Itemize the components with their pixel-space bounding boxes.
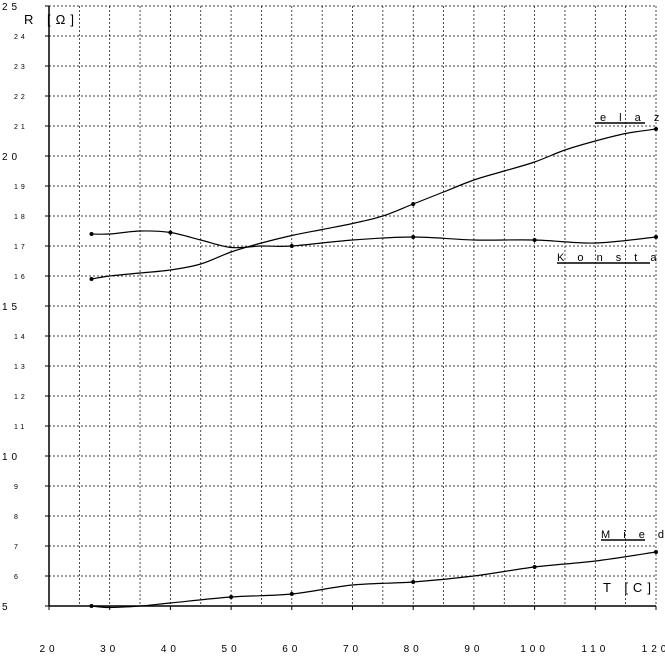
x-tick-label: 100 — [520, 644, 549, 655]
data-point-mied- — [532, 565, 537, 569]
y-tick-label: 19 — [14, 184, 28, 191]
y-tick-label: 15 — [2, 302, 21, 313]
x-axis-label: T [C] — [603, 580, 656, 595]
series-markers — [89, 127, 658, 608]
data-point-konstantan — [532, 238, 537, 242]
grid — [49, 6, 656, 606]
data-point-elazo — [654, 127, 658, 131]
series-line-mied- — [91, 551, 657, 609]
series-label-konstantan: K o n s t a n t a n — [557, 252, 665, 264]
y-tick-label: 20 — [2, 152, 21, 163]
axes — [45, 5, 657, 610]
series-line-elazo — [91, 128, 657, 280]
x-tick-label: 90 — [464, 644, 483, 655]
x-tick-label: 20 — [39, 644, 58, 655]
x-tick-label: 80 — [404, 644, 423, 655]
y-tick-label: 8 — [14, 514, 21, 521]
y-tick-label: 11 — [14, 424, 27, 431]
y-tick-label: 5 — [2, 602, 12, 613]
data-point-mied- — [411, 580, 416, 584]
y-tick-label: 25 — [2, 2, 21, 13]
y-tick-label: 18 — [14, 214, 28, 221]
series-line-konstantan — [91, 230, 657, 249]
y-tick-label: 12 — [14, 394, 28, 401]
series-label-miedz: M i e d — [601, 529, 665, 541]
data-point-mied- — [654, 550, 658, 554]
data-point-elazo — [411, 202, 416, 206]
series-label-elazo: e l a z o — [600, 112, 665, 124]
y-axis-label: R [Ω] — [24, 12, 79, 27]
data-point-elazo — [89, 277, 94, 281]
y-tick-label: 16 — [14, 274, 28, 281]
y-tick-label: 7 — [14, 544, 21, 551]
x-tick-label: 50 — [222, 644, 241, 655]
y-tick-label: 9 — [14, 484, 21, 491]
x-tick-label: 120 — [642, 644, 665, 655]
x-tick-label: 60 — [282, 644, 301, 655]
chart-labels: R [Ω] T [C] e l a z o K o n s t a n t a … — [24, 12, 665, 595]
y-tick-label: 22 — [14, 94, 28, 101]
y-tick-label: 6 — [14, 574, 21, 581]
y-tick-label: 23 — [14, 64, 28, 71]
y-tick-label: 17 — [14, 244, 28, 251]
y-tick-label: 24 — [14, 34, 28, 41]
x-tick-label: 40 — [161, 644, 180, 655]
y-tick-label: 21 — [14, 124, 28, 131]
x-tick-label: 110 — [581, 644, 609, 655]
data-point-konstantan — [411, 235, 416, 239]
data-point-konstantan — [89, 232, 94, 236]
y-tick-label: 14 — [14, 334, 28, 341]
data-point-mied- — [229, 595, 234, 599]
x-tick-label: 70 — [343, 644, 362, 655]
data-point-mied- — [89, 604, 94, 608]
series-lines — [91, 128, 657, 609]
y-tick-label: 13 — [14, 364, 28, 371]
data-point-konstantan — [289, 244, 294, 248]
data-point-konstantan — [168, 230, 173, 235]
y-tick-label: 10 — [2, 452, 21, 463]
x-tick-label: 30 — [100, 644, 119, 655]
data-point-mied- — [289, 592, 294, 596]
data-point-konstantan — [654, 235, 658, 239]
